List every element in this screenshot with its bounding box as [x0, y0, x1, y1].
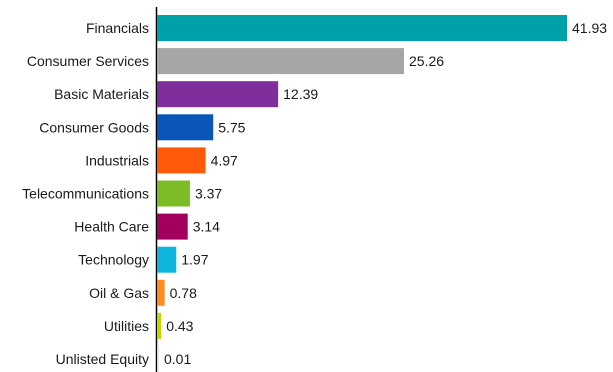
bar-0	[157, 15, 567, 41]
category-label: Consumer Goods	[39, 119, 149, 135]
category-label: Basic Materials	[54, 86, 149, 102]
category-label: Oil & Gas	[89, 285, 149, 301]
bar-5	[157, 180, 190, 207]
bar-9	[157, 312, 162, 339]
value-label: 0.01	[164, 351, 191, 367]
value-label: 3.14	[193, 219, 220, 235]
bar-1	[157, 48, 404, 75]
value-label: 1.97	[181, 252, 208, 268]
category-label: Industrials	[85, 152, 149, 168]
value-label: 3.37	[195, 186, 222, 202]
category-label: Unlisted Equity	[56, 351, 149, 367]
bar-6	[157, 213, 188, 240]
value-label: 12.39	[283, 86, 318, 102]
bar-4	[157, 147, 206, 174]
bar-8	[157, 279, 165, 306]
category-label: Financials	[86, 20, 149, 36]
category-label: Technology	[78, 252, 149, 268]
value-label: 5.75	[218, 119, 245, 135]
value-label: 4.97	[211, 152, 238, 168]
category-label: Health Care	[74, 219, 149, 235]
category-label: Consumer Services	[27, 53, 149, 69]
value-label: 41.93	[572, 20, 607, 36]
category-label: Telecommunications	[22, 186, 149, 202]
value-label: 25.26	[409, 53, 444, 69]
bar-3	[157, 114, 214, 141]
category-label: Utilities	[104, 318, 149, 334]
bar-7	[157, 246, 177, 273]
bar-2	[157, 81, 279, 108]
bar-10	[157, 346, 159, 372]
value-label: 0.78	[170, 285, 197, 301]
value-label: 0.43	[166, 318, 193, 334]
